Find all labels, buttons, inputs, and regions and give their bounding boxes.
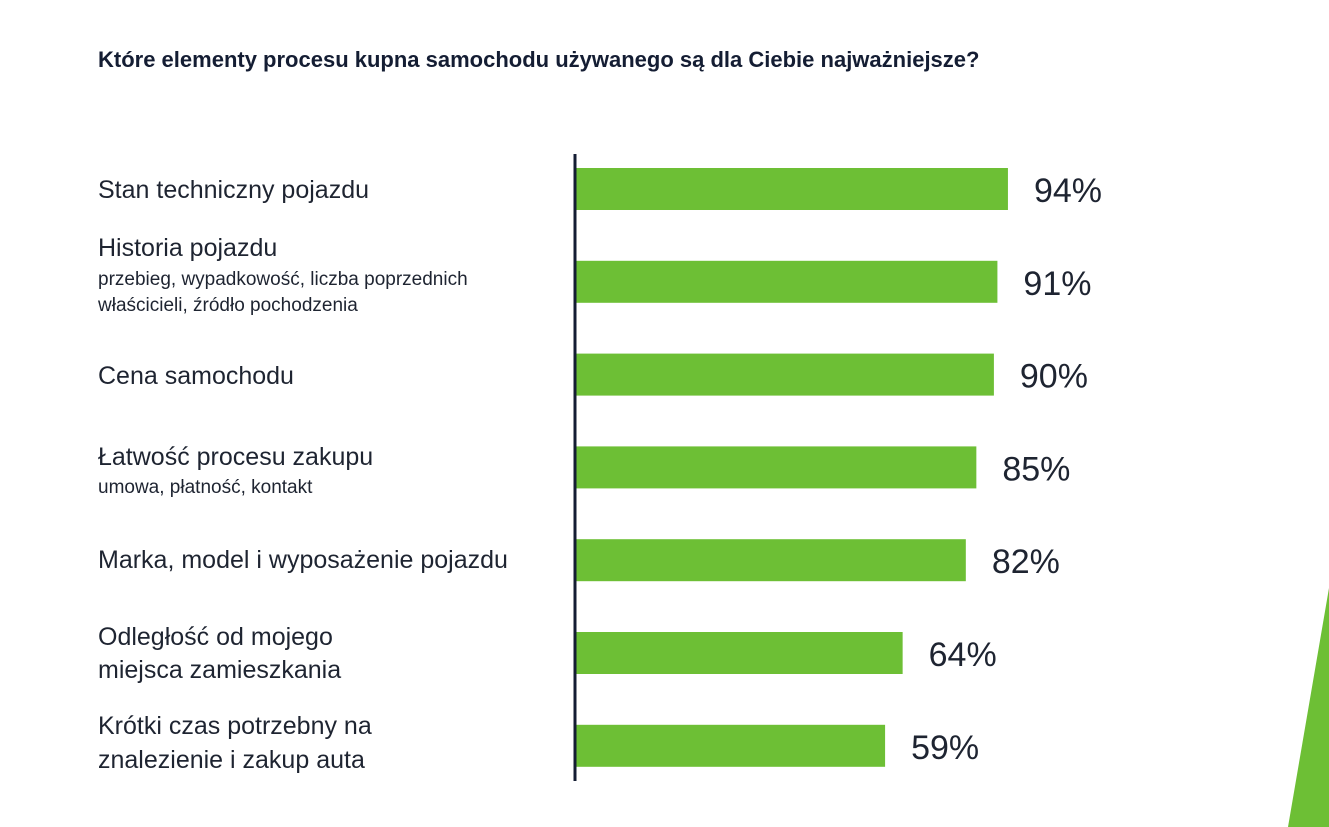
bar-6	[575, 724, 886, 767]
category-sublabel: przebieg, wypadkowość, liczba poprzednic…	[98, 269, 468, 290]
data-label-0: 94%	[1034, 172, 1102, 210]
category-label: Cena samochodu	[98, 362, 294, 390]
bar-0	[575, 168, 1008, 210]
data-label-2: 90%	[1020, 358, 1088, 396]
category-label: Łatwość procesu zakupu	[98, 443, 374, 471]
category-label: Krótki czas potrzebny na	[98, 712, 372, 740]
category-sublabel: umowa, płatność, kontakt	[98, 477, 313, 498]
bar-4	[575, 539, 966, 582]
category-label: Marka, model i wyposażenie pojazdu	[98, 546, 508, 574]
chart-title: Które elementy procesu kupna samochodu u…	[98, 47, 980, 72]
category-sublabel: właścicieli, źródło pochodzenia	[98, 295, 358, 316]
data-label-6: 59%	[911, 729, 979, 767]
bar-1	[575, 260, 998, 303]
bar-2	[575, 353, 994, 396]
corner-decoration	[1288, 588, 1329, 827]
category-label: Stan techniczny pojazdu	[98, 176, 370, 204]
category-label: znalezienie i zakup auta	[98, 746, 365, 774]
data-label-1: 91%	[1023, 265, 1091, 303]
data-label-5: 64%	[929, 636, 997, 674]
bar-5	[575, 632, 903, 674]
category-label: miejsca zamieszkania	[98, 656, 342, 684]
bar-3	[575, 446, 977, 489]
data-label-4: 82%	[992, 543, 1060, 581]
data-label-3: 85%	[1002, 450, 1070, 488]
category-label: Historia pojazdu	[98, 234, 278, 262]
category-label: Odległość od mojego	[98, 623, 333, 651]
